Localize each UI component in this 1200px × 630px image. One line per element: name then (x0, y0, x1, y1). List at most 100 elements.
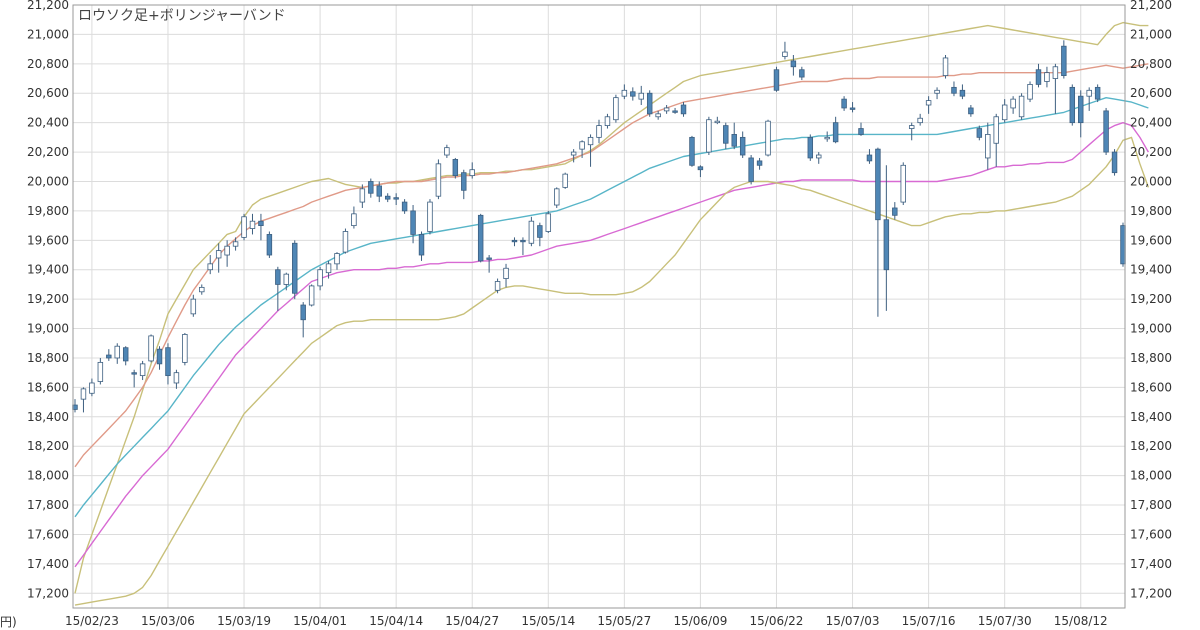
candle (985, 122, 991, 170)
candle-body-up (570, 151, 577, 156)
candle-body-down (376, 185, 382, 197)
candle (393, 193, 399, 206)
candle (537, 222, 543, 247)
candle (596, 119, 602, 144)
x-axis: 15/02/23 15/03/06 15/03/19 15/04/01 15/04/14… (65, 614, 1108, 628)
candle-body-up (816, 154, 822, 159)
candle-body-down (292, 242, 298, 294)
y-tick-label-left: 21,200 (27, 0, 69, 12)
candle (1027, 81, 1033, 103)
candle (97, 357, 104, 385)
candle-body-up (80, 388, 87, 400)
candle-body-up (596, 125, 602, 138)
candle-body-down (258, 220, 264, 227)
candle-body-down (1069, 86, 1076, 124)
candle-body-down (799, 69, 805, 78)
candle-body-up (934, 89, 940, 94)
candle (528, 216, 535, 247)
candle-body-down (866, 154, 873, 162)
y-tick-label-left: 18,000 (27, 469, 69, 483)
candle-body-down (697, 166, 704, 171)
candle-body-up (1001, 104, 1008, 121)
candle (300, 302, 306, 338)
x-tick-label: 15/05/14 (521, 614, 575, 628)
candle-body-up (114, 345, 120, 359)
candle-body-up (528, 220, 535, 244)
candle (384, 193, 391, 203)
candle-body-down (1103, 110, 1109, 153)
candle (1001, 99, 1008, 123)
candle-body-down (976, 128, 983, 138)
candle (680, 102, 687, 117)
candle-body-down (122, 347, 129, 362)
candle (570, 149, 577, 163)
y-tick-label-left: 19,600 (27, 233, 69, 247)
y-tick-label-left: 17,200 (27, 586, 69, 600)
candle (917, 113, 923, 126)
candle-body-up (1044, 72, 1050, 82)
candle-body-down (689, 136, 695, 166)
candle (630, 87, 636, 101)
candle-body-down (951, 86, 957, 94)
y-tick-label-left: 18,800 (27, 351, 69, 365)
candle-body-up (215, 250, 222, 259)
candle (80, 387, 87, 413)
band-line-lower-2sigma (74, 136, 1150, 606)
candle (841, 96, 847, 111)
x-tick-label: 15/02/23 (65, 614, 119, 628)
y-tick-label-right: 20,000 (1130, 174, 1172, 188)
candle-body-up (139, 363, 146, 377)
candle-body-down (832, 122, 839, 143)
y-tick-label-left: 19,400 (27, 263, 69, 277)
candle (106, 349, 112, 361)
candle-body-up (182, 334, 188, 363)
candle (334, 252, 340, 270)
candle (292, 240, 298, 300)
candle-body-up (503, 267, 509, 279)
candle-body-down (646, 92, 653, 115)
candle-body-up (1018, 95, 1025, 118)
candle (942, 55, 949, 79)
candle (1044, 66, 1050, 88)
candle-body-up (604, 116, 611, 127)
candle-body-up (249, 220, 256, 229)
candle-body-up (985, 134, 991, 159)
candle-body-up (900, 164, 906, 203)
candle-body-down (841, 98, 847, 109)
candle-body-down (131, 372, 137, 375)
candle (1035, 63, 1042, 88)
candle (1094, 84, 1101, 103)
candle (156, 346, 163, 370)
y-tick-label-right: 17,200 (1130, 586, 1172, 600)
candle (122, 346, 129, 366)
y-tick-label-right: 20,800 (1130, 57, 1172, 71)
candle (858, 122, 864, 136)
x-tick-label: 15/06/22 (750, 614, 804, 628)
candle (89, 378, 95, 397)
candle (604, 113, 611, 129)
candle-body-up (925, 100, 932, 106)
y-tick-label-left: 21,000 (27, 27, 69, 41)
candle-body-up (706, 119, 712, 153)
x-tick-label: 15/05/27 (597, 614, 651, 628)
y-tick-label-right: 17,600 (1130, 527, 1172, 541)
candle (148, 334, 154, 363)
candle-body-up (621, 89, 628, 97)
candle-body-up (469, 169, 475, 177)
y-tick-label-right: 20,600 (1130, 86, 1172, 100)
candle (689, 135, 695, 167)
candle-body-up (224, 245, 230, 256)
candle (503, 263, 509, 288)
candle (1052, 63, 1059, 114)
candle-body-up (554, 188, 560, 206)
candle-body-up (97, 361, 104, 382)
candle (477, 213, 484, 263)
candle (224, 240, 230, 267)
chart-title: ロウソク足+ボリンジャーバンド (78, 8, 286, 24)
candle (317, 266, 323, 291)
grid (73, 4, 1125, 608)
candle (165, 343, 171, 385)
candle (613, 94, 619, 123)
candle (993, 113, 999, 167)
candle (663, 105, 670, 114)
